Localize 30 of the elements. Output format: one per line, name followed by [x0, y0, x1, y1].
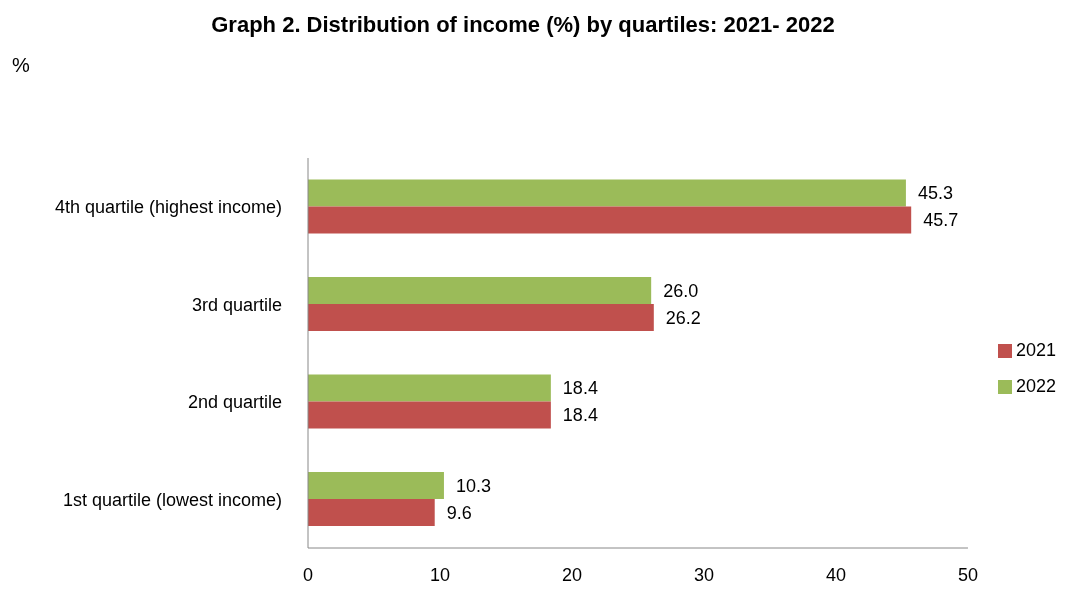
- bar: [308, 401, 551, 429]
- y-tick-label: 4th quartile (highest income): [54, 197, 282, 218]
- data-label: 26.2: [665, 307, 701, 328]
- x-tick-label: 10: [429, 564, 451, 585]
- data-label: 9.6: [446, 502, 472, 523]
- bar: [308, 471, 444, 499]
- chart-title: Graph 2. Distribution of income (%) by quartiles: 2021- 2022: [210, 12, 836, 38]
- y-tick-label: 1st quartile (lowest income): [62, 489, 282, 510]
- data-label: 18.4: [562, 378, 598, 399]
- text: %: [12, 54, 30, 77]
- bar: [308, 206, 912, 234]
- x-tick-label: 50: [957, 564, 978, 585]
- x-tick-label: 40: [825, 564, 846, 585]
- legend-label: 2021: [1015, 340, 1056, 360]
- legend-label: 2022: [1015, 376, 1056, 396]
- bar: [308, 276, 652, 304]
- bar: [308, 303, 654, 331]
- y-tick-label: 3rd quartile: [191, 294, 282, 315]
- data-label: 45.7: [923, 210, 959, 231]
- y-tick-label: 2nd quartile: [187, 392, 282, 413]
- data-label: 26.0: [663, 280, 699, 301]
- x-tick-label: 30: [693, 564, 714, 585]
- x-tick-label: 0: [302, 564, 314, 585]
- bar: [308, 179, 906, 207]
- bar: [308, 374, 551, 402]
- x-tick-label: 20: [561, 564, 582, 585]
- data-label: 10.3: [455, 475, 491, 496]
- bar: [308, 498, 435, 526]
- data-label: 18.4: [562, 405, 598, 426]
- data-label: 45.3: [917, 183, 953, 204]
